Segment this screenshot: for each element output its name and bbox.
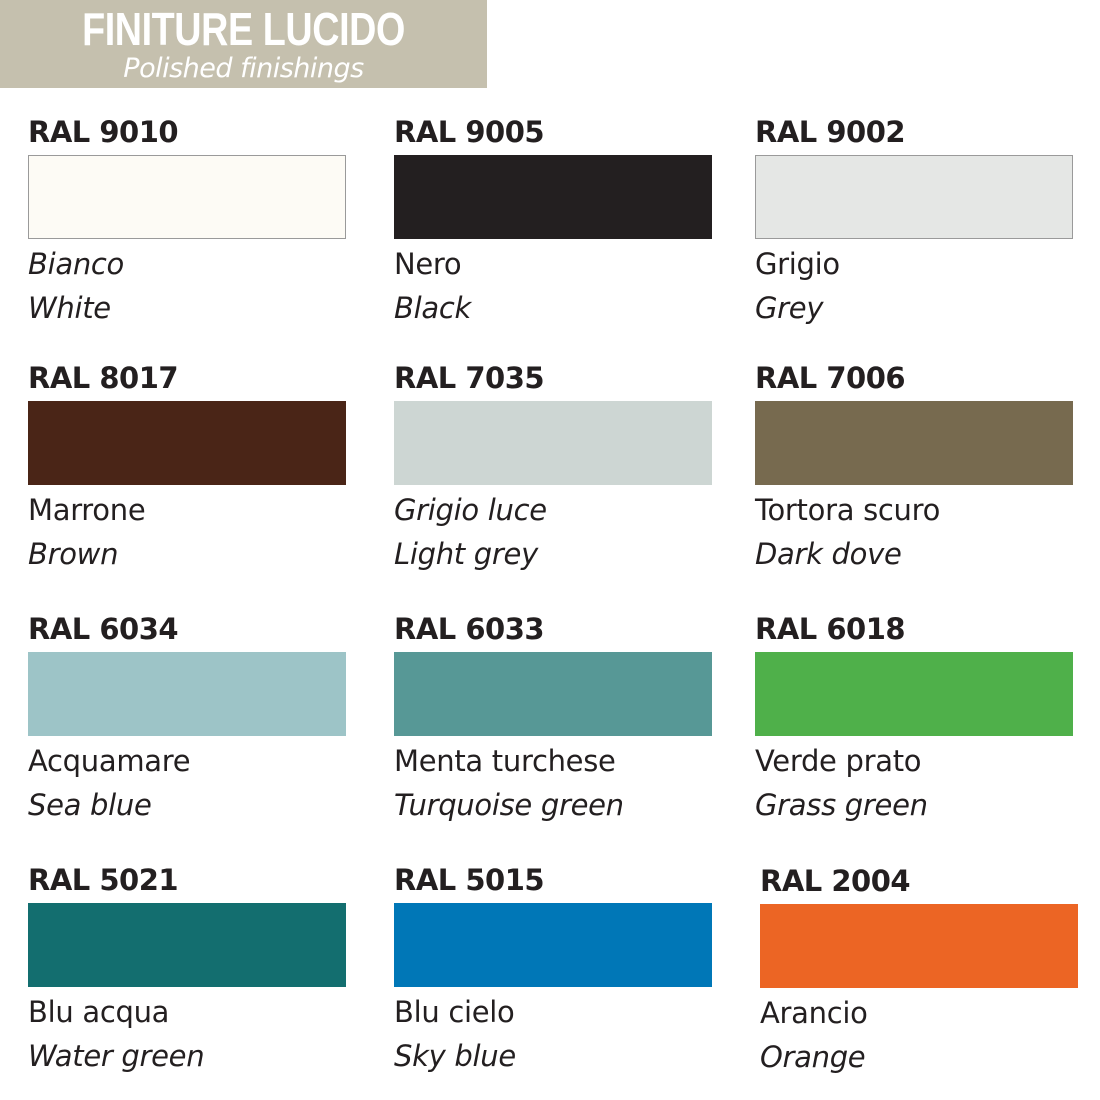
page-subtitle: Polished finishings (123, 53, 364, 84)
page-title: FINITURE LUCIDO (82, 3, 405, 55)
color-swatch-card: RAL 7035 Grigio luce Light grey (394, 361, 714, 576)
color-swatch-card: RAL 9002 Grigio Grey (755, 115, 1075, 330)
italian-name: Blu cielo (394, 995, 515, 1029)
color-swatch (394, 652, 712, 736)
color-swatch (755, 401, 1073, 485)
color-swatch-card: RAL 9010 Bianco White (28, 115, 348, 330)
ral-code: RAL 6033 (394, 612, 545, 646)
ral-code: RAL 9002 (755, 115, 906, 149)
english-name: Light grey (394, 537, 538, 571)
italian-name: Verde prato (755, 744, 922, 778)
color-swatch (755, 155, 1073, 239)
ral-code: RAL 9005 (394, 115, 545, 149)
italian-name: Tortora scuro (755, 493, 941, 527)
italian-name: Menta turchese (394, 744, 616, 778)
header-banner: FINITURE LUCIDO Polished finishings (0, 0, 487, 88)
color-swatch (394, 903, 712, 987)
ral-code: RAL 8017 (28, 361, 179, 395)
english-name: Water green (28, 1039, 205, 1073)
ral-code: RAL 7035 (394, 361, 545, 395)
italian-name: Grigio luce (394, 493, 547, 527)
color-swatch (28, 155, 346, 239)
color-swatch (760, 904, 1078, 988)
color-swatch (28, 652, 346, 736)
italian-name: Nero (394, 247, 462, 281)
color-swatch (28, 903, 346, 987)
color-swatch-card: RAL 2004 Arancio Orange (760, 864, 1080, 1079)
english-name: Turquoise green (394, 788, 624, 822)
italian-name: Blu acqua (28, 995, 170, 1029)
color-swatch-card: RAL 5021 Blu acqua Water green (28, 863, 348, 1078)
color-swatch (394, 401, 712, 485)
ral-code: RAL 6034 (28, 612, 179, 646)
ral-code: RAL 5021 (28, 863, 179, 897)
color-swatch-card: RAL 6018 Verde prato Grass green (755, 612, 1075, 827)
english-name: White (28, 291, 111, 325)
color-swatch (394, 155, 712, 239)
english-name: Orange (760, 1040, 866, 1074)
color-swatch-card: RAL 7006 Tortora scuro Dark dove (755, 361, 1075, 576)
ral-code: RAL 2004 (760, 864, 911, 898)
ral-code: RAL 6018 (755, 612, 906, 646)
english-name: Dark dove (755, 537, 902, 571)
italian-name: Acquamare (28, 744, 191, 778)
ral-code: RAL 7006 (755, 361, 906, 395)
english-name: Black (394, 291, 471, 325)
italian-name: Arancio (760, 996, 868, 1030)
color-swatch (755, 652, 1073, 736)
ral-code: RAL 9010 (28, 115, 179, 149)
color-swatch-card: RAL 9005 Nero Black (394, 115, 714, 330)
english-name: Brown (28, 537, 119, 571)
color-swatch-card: RAL 6034 Acquamare Sea blue (28, 612, 348, 827)
color-swatch-card: RAL 5015 Blu cielo Sky blue (394, 863, 714, 1078)
english-name: Grass green (755, 788, 928, 822)
color-swatch-card: RAL 6033 Menta turchese Turquoise green (394, 612, 714, 827)
english-name: Sky blue (394, 1039, 516, 1073)
italian-name: Grigio (755, 247, 840, 281)
english-name: Grey (755, 291, 824, 325)
italian-name: Marrone (28, 493, 146, 527)
ral-code: RAL 5015 (394, 863, 545, 897)
color-swatch (28, 401, 346, 485)
color-swatch-card: RAL 8017 Marrone Brown (28, 361, 348, 576)
italian-name: Bianco (28, 247, 124, 281)
english-name: Sea blue (28, 788, 152, 822)
